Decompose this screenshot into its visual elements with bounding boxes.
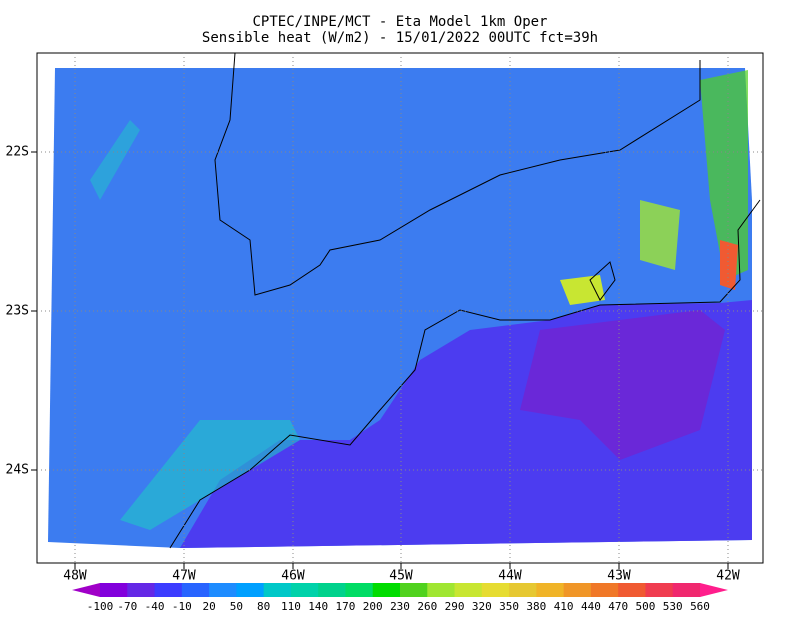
colorbar-segment (372, 583, 401, 597)
colorbar-segment (345, 583, 374, 597)
colorbar-arrow (72, 583, 100, 597)
colorbar-arrow (700, 583, 728, 597)
lat-label: 23S (6, 304, 29, 319)
lon-label: 45W (389, 569, 413, 584)
colorbar-segment (400, 583, 428, 597)
colorbar-segment (618, 583, 646, 597)
colorbar-label: 230 (390, 600, 410, 613)
colorbar-segment (318, 583, 346, 597)
colorbar-segment (509, 583, 537, 597)
colorbar-segment (672, 583, 701, 597)
hot-spot (720, 240, 738, 290)
title: CPTEC/INPE/MCT - Eta Model 1km Oper (252, 14, 547, 30)
colorbar-segment (536, 583, 565, 597)
colorbar-label: -10 (172, 600, 192, 613)
colorbar-label: -70 (117, 600, 137, 613)
coastal-warm (120, 420, 300, 530)
colorbar-segment (100, 583, 128, 597)
east-warm (700, 70, 748, 280)
colorbar-segment (590, 583, 619, 597)
colorbar-segment (236, 583, 265, 597)
coastline (169, 52, 761, 549)
warm-streak (90, 120, 140, 200)
colorbar-segment (154, 583, 183, 597)
colorbar-segment (427, 583, 456, 597)
colorbar-segment (263, 583, 292, 597)
ocean-low (520, 310, 725, 460)
colorbar-label: 500 (636, 600, 656, 613)
colorbar-label: 80 (257, 600, 270, 613)
lon-label: 42W (716, 569, 740, 584)
colorbar-segment (481, 583, 510, 597)
colorbar-segment (290, 583, 319, 597)
colorbar-segment (454, 583, 483, 597)
field (48, 68, 752, 548)
colorbar-label: 530 (663, 600, 683, 613)
warm-spot (560, 275, 605, 305)
colorbar-label: 260 (417, 600, 437, 613)
lon-label: 47W (172, 569, 196, 584)
colorbar-label: -40 (145, 600, 165, 613)
lat-label: 24S (6, 463, 29, 478)
colorbar-segment (563, 583, 592, 597)
colorbar-segment (645, 583, 674, 597)
colorbar-label: 560 (690, 600, 710, 613)
colorbar-label: 290 (445, 600, 465, 613)
lat-label: 22S (6, 145, 29, 160)
colorbar-label: 170 (336, 600, 356, 613)
subtitle: Sensible heat (W/m2) - 15/01/2022 00UTC … (202, 30, 598, 46)
colorbar-label: 20 (202, 600, 215, 613)
colorbar-segment (127, 583, 156, 597)
lon-label: 46W (281, 569, 305, 584)
colorbar-label: 380 (526, 600, 546, 613)
colorbar-label: 50 (230, 600, 243, 613)
colorbar-label: 440 (581, 600, 601, 613)
colorbar-segment (209, 583, 237, 597)
lon-label: 44W (498, 569, 522, 584)
lon-label: 48W (63, 569, 87, 584)
lon-label: 43W (607, 569, 631, 584)
colorbar-label: 410 (554, 600, 574, 613)
colorbar-segment (181, 583, 210, 597)
warm-spot (640, 200, 680, 270)
colorbar-label: -100 (87, 600, 114, 613)
colorbar-label: 200 (363, 600, 383, 613)
colorbar-label: 140 (308, 600, 328, 613)
colorbar-label: 350 (499, 600, 519, 613)
colorbar-label: 110 (281, 600, 301, 613)
colorbar-label: 470 (608, 600, 628, 613)
colorbar-label: 320 (472, 600, 492, 613)
